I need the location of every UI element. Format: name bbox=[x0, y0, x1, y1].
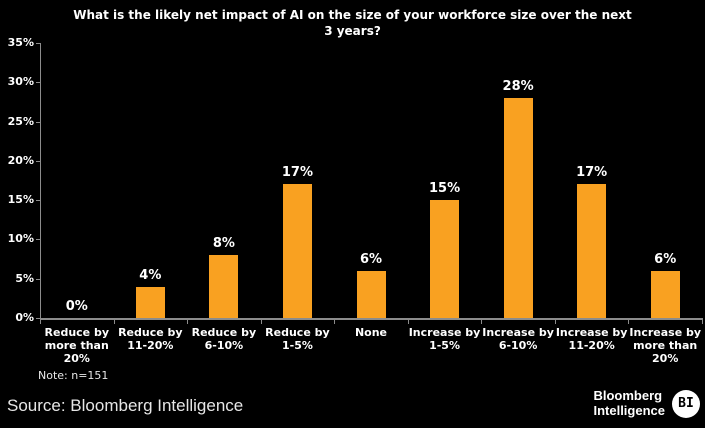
x-axis-category-label: Reduce by more than 20% bbox=[44, 326, 110, 366]
y-axis-label: 5% bbox=[15, 271, 34, 285]
bi-logo-icon: BI bbox=[672, 389, 700, 418]
x-axis-category-label: Reduce by 6-10% bbox=[191, 326, 257, 353]
bar-value-label: 4% bbox=[139, 267, 162, 283]
x-axis-category-label: None bbox=[354, 326, 388, 339]
y-axis-tick bbox=[36, 82, 40, 84]
x-axis-category-label: Increase by 11-20% bbox=[555, 326, 628, 353]
bar bbox=[282, 184, 312, 318]
brand-name-line2: Intelligence bbox=[593, 402, 665, 418]
y-axis-label: 15% bbox=[7, 193, 34, 207]
y-axis-tick bbox=[36, 121, 40, 123]
bar bbox=[356, 270, 386, 318]
x-axis-tick bbox=[40, 318, 41, 324]
bar-value-label: 8% bbox=[212, 236, 235, 252]
note: Note: n=151 bbox=[38, 369, 109, 382]
y-axis-label: 25% bbox=[7, 114, 34, 128]
x-axis-category-label: Increase by 6-10% bbox=[482, 326, 554, 353]
x-axis-category-label: Increase by 1-5% bbox=[408, 326, 481, 353]
y-axis-line bbox=[40, 43, 41, 318]
bar-value-label: 6% bbox=[359, 251, 383, 267]
y-axis-label: 35% bbox=[7, 36, 34, 49]
x-axis-tick bbox=[554, 318, 556, 324]
y-axis-label: 10% bbox=[7, 232, 34, 246]
bar bbox=[209, 255, 239, 318]
x-axis-category-label: Reduce by 1-5% bbox=[265, 326, 330, 353]
bar-value-label: 17% bbox=[281, 165, 313, 181]
bar bbox=[503, 98, 533, 318]
bar bbox=[430, 200, 460, 318]
chart-title-line2: 3 years? bbox=[324, 23, 381, 38]
y-axis-tick bbox=[36, 160, 40, 162]
x-axis-category-label: Increase by more than 20% bbox=[629, 326, 702, 366]
x-axis-tick bbox=[481, 318, 483, 324]
x-axis-tick bbox=[628, 318, 630, 324]
bar bbox=[577, 184, 607, 318]
x-axis-tick bbox=[702, 318, 703, 324]
bar bbox=[135, 286, 165, 318]
y-axis-label: 20% bbox=[7, 153, 34, 167]
x-axis-line bbox=[40, 318, 703, 320]
bar-value-label: 6% bbox=[654, 251, 677, 267]
x-axis-tick bbox=[113, 318, 115, 324]
y-axis-tick bbox=[36, 200, 40, 202]
bar-value-label: 15% bbox=[428, 181, 461, 197]
bar-value-label: 0% bbox=[65, 299, 88, 314]
bar-value-label: 28% bbox=[502, 79, 534, 94]
y-axis-tick bbox=[36, 318, 40, 319]
x-axis-tick bbox=[407, 318, 409, 324]
brand-name-line1: Bloomberg bbox=[593, 388, 663, 403]
brand-block: Bloomberg Intelligence BI bbox=[593, 388, 700, 419]
x-axis-tick bbox=[187, 318, 189, 324]
x-axis-category-label: Reduce by 11-20% bbox=[118, 326, 183, 353]
y-axis-tick bbox=[36, 278, 40, 280]
chart-title-line1: What is the likely net impact of AI on t… bbox=[73, 8, 632, 22]
y-axis-label: 0% bbox=[15, 311, 34, 324]
source-credit: Source: Bloomberg Intelligence bbox=[7, 396, 244, 415]
bar bbox=[650, 270, 680, 318]
x-axis-tick bbox=[260, 318, 262, 324]
chart-title: What is the likely net impact of AI on t… bbox=[0, 8, 705, 39]
bar-value-label: 17% bbox=[576, 165, 608, 181]
x-axis-tick bbox=[334, 318, 336, 324]
y-axis-tick bbox=[36, 239, 40, 241]
brand-name: Bloomberg Intelligence bbox=[593, 388, 665, 419]
y-axis-label: 30% bbox=[7, 75, 34, 89]
y-axis-tick bbox=[36, 43, 40, 44]
